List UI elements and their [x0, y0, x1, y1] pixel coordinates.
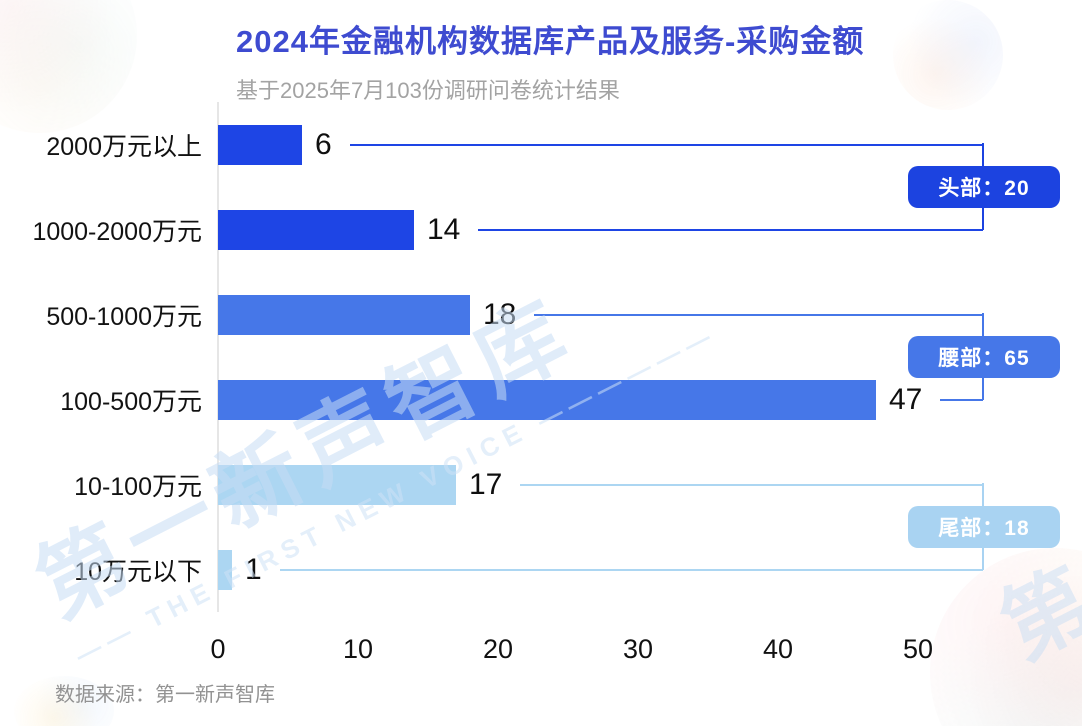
x-tick: 0 [210, 634, 226, 664]
bar-row: 47 [218, 357, 983, 442]
x-tick: 20 [482, 634, 514, 664]
x-tick: 50 [902, 634, 934, 664]
bar-10-100wan[interactable] [218, 464, 456, 505]
category-label: 1000-2000万元 [32, 217, 202, 246]
connector-line [534, 313, 983, 316]
category-label: 10-100万元 [74, 472, 202, 501]
group-badge-waist-label: 腰部：65 [938, 347, 1030, 370]
x-tick: 40 [762, 634, 794, 664]
bar-row: 18 [218, 272, 983, 357]
chart-subtitle: 基于2025年7月103份调研问卷统计结果 [236, 78, 620, 103]
bar-500-1000wan[interactable] [218, 294, 470, 335]
bar-2000wan-plus[interactable] [218, 124, 302, 165]
group-badge-head-label: 头部：20 [938, 177, 1030, 200]
connector-line [520, 483, 983, 486]
bar-100-500wan[interactable] [218, 379, 876, 420]
group-badge-tail[interactable]: 尾部：18 [908, 506, 1060, 548]
bar-10wan-below[interactable] [218, 549, 232, 590]
chart-title: 2024年金融机构数据库产品及服务-采购金额 [236, 24, 865, 59]
connector-line [940, 398, 983, 401]
x-tick: 10 [342, 634, 374, 664]
group-badge-head[interactable]: 头部：20 [908, 166, 1060, 208]
bar-row: 6 [218, 102, 983, 187]
bar-value-label: 18 [483, 297, 517, 331]
group-badge-waist[interactable]: 腰部：65 [908, 336, 1060, 378]
data-source-note: 数据来源：第一新声智库 [55, 684, 275, 706]
connector-line [349, 143, 983, 146]
bar-value-label: 17 [469, 467, 503, 501]
category-label: 10万元以下 [74, 557, 202, 586]
category-label: 2000万元以上 [46, 132, 202, 161]
chart-header: 2024年金融机构数据库产品及服务-采购金额 基于2025年7月103份调研问卷… [236, 16, 864, 105]
category-label: 100-500万元 [60, 387, 202, 416]
bar-plot-area: 6 14 18 47 17 1 [218, 102, 1060, 612]
category-label: 500-1000万元 [46, 302, 202, 331]
y-axis-line [217, 102, 219, 612]
bar-row: 14 [218, 187, 983, 272]
bar-value-label: 6 [315, 127, 332, 161]
x-tick: 30 [622, 634, 654, 664]
bar-row: 17 [218, 442, 983, 527]
bar-value-label: 1 [245, 552, 262, 586]
bar-row: 1 [218, 527, 983, 612]
x-axis-tick-labels: 0 10 20 30 40 50 [210, 634, 998, 666]
bar-1000-2000wan[interactable] [218, 209, 414, 250]
y-axis-category-labels: 2000万元以上 1000-2000万元 500-1000万元 100-500万… [0, 102, 202, 612]
bar-value-label: 47 [889, 382, 923, 416]
group-badge-tail-label: 尾部：18 [938, 517, 1030, 540]
connector-line [478, 228, 983, 231]
bar-value-label: 14 [427, 212, 461, 246]
connector-line [279, 568, 983, 571]
